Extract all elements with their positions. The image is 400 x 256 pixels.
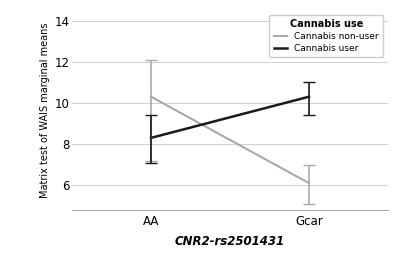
Y-axis label: Matrix test of WAIS marginal means: Matrix test of WAIS marginal means (40, 22, 50, 198)
Legend: Cannabis non-user, Cannabis user: Cannabis non-user, Cannabis user (269, 15, 384, 57)
X-axis label: CNR2-rs2501431: CNR2-rs2501431 (175, 236, 285, 248)
